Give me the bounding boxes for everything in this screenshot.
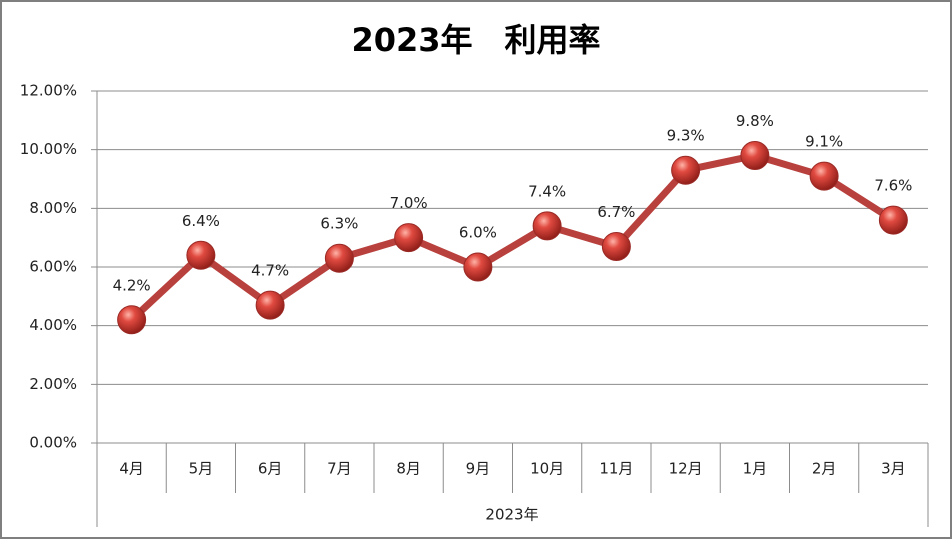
marker	[255, 290, 285, 320]
marker	[878, 205, 908, 235]
y-tick-label: 4.00%	[29, 316, 77, 334]
data-label: 6.3%	[320, 215, 358, 233]
x-tick-label: 7月	[327, 460, 352, 478]
x-axis-label: 2023年	[485, 506, 538, 524]
data-label: 9.1%	[805, 133, 843, 151]
chart-title: 2023年 利用率	[351, 21, 600, 59]
marker	[532, 211, 562, 241]
marker	[324, 243, 354, 273]
data-label: 9.8%	[736, 112, 774, 130]
marker	[740, 141, 770, 171]
x-tick-label: 3月	[881, 460, 906, 478]
data-label: 6.4%	[182, 212, 220, 230]
x-tick-label: 12月	[669, 460, 703, 478]
y-tick-label: 12.00%	[20, 82, 77, 100]
marker	[117, 305, 147, 335]
marker	[809, 161, 839, 191]
y-tick-label: 6.00%	[29, 258, 77, 276]
marker	[671, 155, 701, 185]
data-label: 6.7%	[597, 203, 635, 221]
y-tick-label: 2.00%	[29, 375, 77, 393]
data-label: 7.6%	[874, 177, 912, 195]
x-tick-label: 6月	[258, 460, 283, 478]
marker	[394, 223, 424, 253]
y-tick-label: 10.00%	[20, 140, 77, 158]
data-label: 4.2%	[113, 276, 151, 294]
x-tick-label: 8月	[396, 460, 421, 478]
x-tick-label: 10月	[530, 460, 564, 478]
data-label: 7.4%	[528, 182, 566, 200]
x-tick-label: 2月	[812, 460, 837, 478]
data-label: 6.0%	[459, 224, 497, 242]
marker	[601, 231, 631, 261]
y-tick-label: 0.00%	[29, 434, 77, 452]
marker	[463, 252, 493, 282]
data-label: 7.0%	[390, 194, 428, 212]
marker	[186, 240, 216, 270]
x-tick-label: 9月	[466, 460, 491, 478]
x-tick-label: 5月	[189, 460, 214, 478]
data-label: 9.3%	[667, 127, 705, 145]
x-tick-label: 11月	[599, 460, 633, 478]
data-label: 4.7%	[251, 262, 289, 280]
y-tick-label: 8.00%	[29, 199, 77, 217]
x-tick-label: 4月	[119, 460, 144, 478]
x-tick-label: 1月	[743, 460, 768, 478]
